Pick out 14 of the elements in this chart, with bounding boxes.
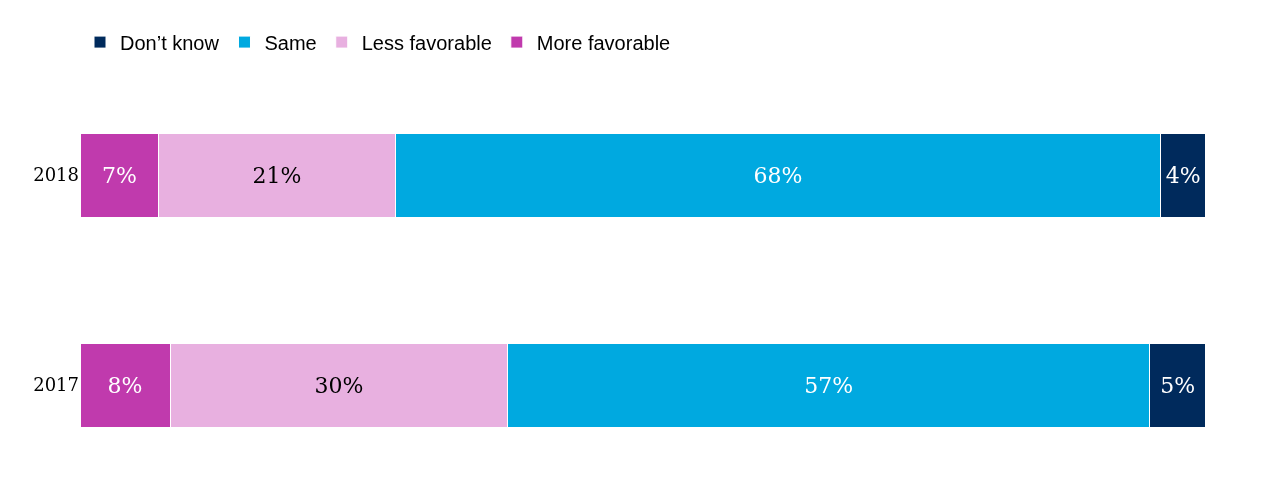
legend-label: Less favorable: [361, 31, 492, 54]
legend-label: More favorable: [536, 31, 671, 54]
y-tick-label: 2017: [33, 374, 79, 396]
data-label: 30%: [314, 372, 364, 398]
data-label: 68%: [753, 162, 803, 188]
y-tick-label: 2018: [33, 164, 79, 186]
data-label: 57%: [804, 372, 854, 398]
legend-label: Don’t know: [120, 31, 220, 54]
data-label: 21%: [252, 162, 302, 188]
data-label: 7%: [101, 162, 137, 188]
legend-label: Same: [264, 31, 317, 54]
data-label: 4%: [1165, 162, 1201, 188]
data-label: 8%: [107, 372, 143, 398]
data-label: 5%: [1160, 372, 1196, 398]
